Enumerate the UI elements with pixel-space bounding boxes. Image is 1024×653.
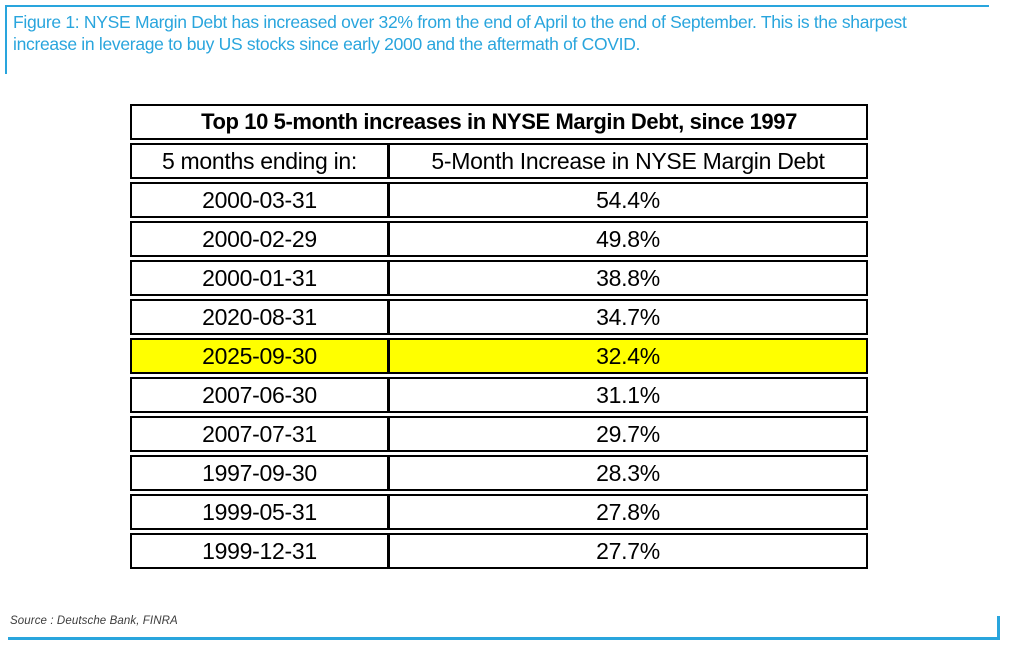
table-row: 2000-01-31 38.8%: [130, 260, 869, 296]
cell-increase: 38.8%: [390, 260, 869, 296]
margin-debt-table: Top 10 5-month increases in NYSE Margin …: [130, 101, 869, 572]
column-header-increase: 5-Month Increase in NYSE Margin Debt: [390, 143, 869, 179]
cell-increase: 34.7%: [390, 299, 869, 335]
cell-date: 2000-03-31: [130, 182, 390, 218]
table-row: 2007-06-30 31.1%: [130, 377, 869, 413]
figure-caption-line2: increase in leverage to buy US stocks si…: [13, 33, 641, 54]
cell-increase: 54.4%: [390, 182, 869, 218]
cell-increase: 31.1%: [390, 377, 869, 413]
figure-caption-line1: Figure 1: NYSE Margin Debt has increased…: [13, 12, 907, 32]
table-title: Top 10 5-month increases in NYSE Margin …: [130, 104, 869, 140]
table-row: 2020-08-31 34.7%: [130, 299, 869, 335]
table-row: 2007-07-31 29.7%: [130, 416, 869, 452]
cell-increase: 49.8%: [390, 221, 869, 257]
table-row: 1999-05-31 27.8%: [130, 494, 869, 530]
table-title-row: Top 10 5-month increases in NYSE Margin …: [130, 104, 869, 140]
table-row: 1999-12-31 27.7%: [130, 533, 869, 569]
cell-date: 1999-12-31: [130, 533, 390, 569]
table-row: 1997-09-30 28.3%: [130, 455, 869, 491]
table-row: 2000-02-29 49.8%: [130, 221, 869, 257]
cell-date: 1997-09-30: [130, 455, 390, 491]
column-header-date: 5 months ending in:: [130, 143, 390, 179]
table-header-row: 5 months ending in: 5-Month Increase in …: [130, 143, 869, 179]
cell-date: 2000-02-29: [130, 221, 390, 257]
cell-date: 2025-09-30: [130, 338, 390, 374]
cell-increase: 32.4%: [390, 338, 869, 374]
cell-increase: 29.7%: [390, 416, 869, 452]
top-frame-line: [5, 5, 989, 7]
cell-increase: 27.8%: [390, 494, 869, 530]
cell-increase: 27.7%: [390, 533, 869, 569]
cell-increase: 28.3%: [390, 455, 869, 491]
cell-date: 1999-05-31: [130, 494, 390, 530]
bottom-right-tick: [997, 616, 1000, 640]
left-frame-line: [5, 5, 7, 74]
cell-date: 2000-01-31: [130, 260, 390, 296]
cell-date: 2007-06-30: [130, 377, 390, 413]
cell-date: 2007-07-31: [130, 416, 390, 452]
table-row-highlighted: 2025-09-30 32.4%: [130, 338, 869, 374]
source-note: Source : Deutsche Bank, FINRA: [10, 615, 178, 627]
bottom-frame-line: [8, 637, 1000, 640]
table-row: 2000-03-31 54.4%: [130, 182, 869, 218]
cell-date: 2020-08-31: [130, 299, 390, 335]
figure-caption: Figure 1: NYSE Margin Debt has increased…: [13, 12, 1013, 55]
